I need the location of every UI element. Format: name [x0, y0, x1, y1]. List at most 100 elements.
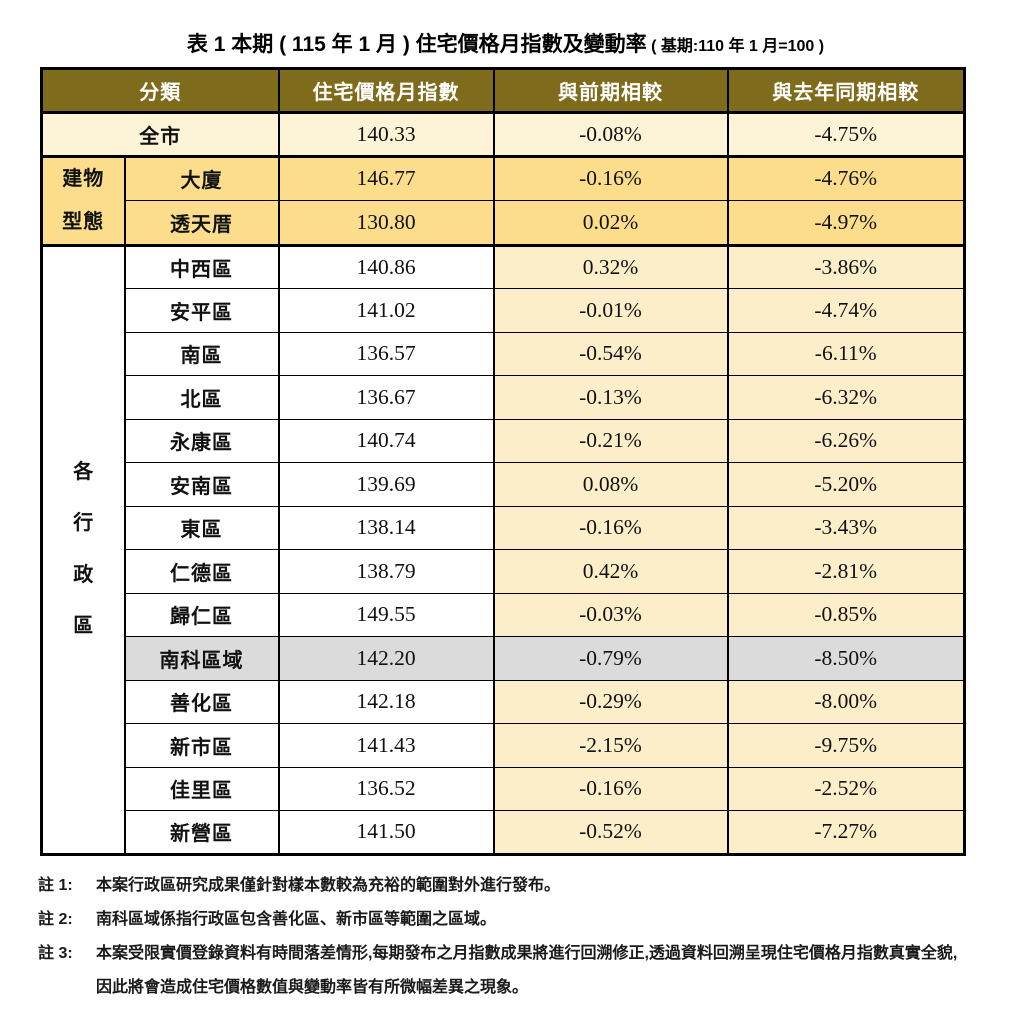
footnote-1: 註 1: 本案行政區研究成果僅針對樣本數較為充裕的範圍對外進行發布。 [38, 869, 968, 903]
cell-category: 南科區域 [123, 636, 280, 681]
cell-mom-value: 0.32% [492, 243, 729, 289]
table-row-nanke-region: 南科區域 142.20 -0.79% -8.50% [42, 636, 966, 681]
group-label-admin-districts: 各 行 政 區 [40, 243, 126, 855]
cell-yoy-value: -7.27% [726, 810, 966, 855]
table-row: 新市區 141.43 -2.15% -9.75% [42, 723, 966, 768]
table-row: 東區 138.14 -0.16% -3.43% [42, 505, 966, 550]
cell-category: 北區 [123, 375, 280, 420]
footnote-label: 註 1: [38, 876, 73, 894]
cell-index-value: 139.69 [277, 462, 495, 507]
cell-yoy-value: -0.85% [726, 592, 966, 637]
cell-category: 透天厝 [123, 200, 280, 246]
cell-category: 佳里區 [123, 766, 280, 811]
cell-category: 安平區 [123, 288, 280, 333]
cell-yoy-value: -4.75% [726, 111, 966, 157]
table-row: 透天厝 130.80 0.02% -4.97% [42, 200, 966, 246]
table-row: 南區 136.57 -0.54% -6.11% [42, 331, 966, 376]
cell-yoy-value: -4.76% [726, 154, 966, 201]
table-row: 安平區 141.02 -0.01% -4.74% [42, 288, 966, 333]
footnote-text: 本案受限實價登錄資料有時間落差情形,每期發布之月指數成果將進行回溯修正,透過資料… [96, 944, 958, 996]
footnote-2: 註 2: 南科區域係指行政區包含善化區、新市區等範圍之區域。 [38, 903, 968, 937]
table-title: 表 1 本期 ( 115 年 1 月 ) 住宅價格月指數及變動率 [186, 33, 647, 56]
table-row: 善化區 142.18 -0.29% -8.00% [42, 679, 966, 724]
cell-mom-value: -0.16% [492, 505, 729, 550]
cell-mom-value: -0.16% [492, 154, 729, 201]
table-row: 建物 型態 大廈 146.77 -0.16% -4.76% [40, 154, 966, 246]
cell-category: 南區 [123, 331, 280, 376]
cell-yoy-value: -2.81% [726, 549, 966, 594]
cell-category: 歸仁區 [123, 592, 280, 637]
cell-mom-value: -2.15% [492, 723, 729, 768]
table-row: 新營區 141.50 -0.52% -7.27% [42, 810, 966, 855]
cell-mom-value: 0.02% [492, 200, 729, 246]
cell-category: 永康區 [123, 418, 280, 463]
table-row: 安南區 139.69 0.08% -5.20% [42, 462, 966, 507]
table-title-base-period: ( 基期:110 年 1 月=100 ) [646, 38, 825, 55]
cell-category: 新市區 [123, 723, 280, 768]
cell-index-value: 141.43 [277, 723, 495, 768]
cell-mom-value: -0.52% [492, 810, 729, 855]
cell-index-value: 136.67 [277, 375, 495, 420]
table-row: 永康區 140.74 -0.21% -6.26% [42, 418, 966, 463]
header-yoy: 與去年同期相較 [726, 68, 966, 113]
page-title: 表 1 本期 ( 115 年 1 月 ) 住宅價格月指數及變動率 ( 基期:11… [0, 0, 1011, 58]
table-row: 各 行 政 區 中西區 140.86 0.32% -3.86% [40, 243, 966, 855]
table-row: 佳里區 136.52 -0.16% -2.52% [42, 766, 966, 811]
footnote-label: 註 2: [38, 910, 73, 928]
cell-index-value: 141.50 [277, 810, 495, 855]
cell-yoy-value: -2.52% [726, 766, 966, 811]
footnote-3: 註 3: 本案受限實價登錄資料有時間落差情形,每期發布之月指數成果將進行回溯修正… [38, 937, 968, 1005]
header-category: 分類 [40, 68, 280, 113]
cell-yoy-value: -6.11% [726, 331, 966, 376]
table-row: 仁德區 138.79 0.42% -2.81% [42, 549, 966, 594]
cell-category: 仁德區 [123, 549, 280, 594]
table-row: 北區 136.67 -0.13% -6.32% [42, 375, 966, 420]
cell-mom-value: -0.54% [492, 331, 729, 376]
cell-index-value: 149.55 [277, 592, 495, 637]
cell-index-value: 140.74 [277, 418, 495, 463]
footnote-label: 註 3: [38, 944, 73, 962]
cell-category: 東區 [123, 505, 280, 550]
cell-index-value: 130.80 [277, 200, 495, 246]
cell-yoy-value: -3.43% [726, 505, 966, 550]
cell-yoy-value: -6.32% [726, 375, 966, 420]
cell-index-value: 142.20 [277, 636, 495, 681]
cell-yoy-value: -4.74% [726, 288, 966, 333]
cell-mom-value: -0.03% [492, 592, 729, 637]
cell-category: 善化區 [123, 679, 280, 724]
cell-index-value: 142.18 [277, 679, 495, 724]
cell-mom-value: -0.21% [492, 418, 729, 463]
cell-mom-value: -0.79% [492, 636, 729, 681]
cell-yoy-value: -8.00% [726, 679, 966, 724]
table-header-row: 分類 住宅價格月指數 與前期相較 與去年同期相較 [40, 68, 966, 113]
header-index: 住宅價格月指數 [277, 68, 495, 113]
cell-index-value: 140.33 [277, 111, 495, 157]
cell-mom-value: 0.08% [492, 462, 729, 507]
footnotes: 註 1: 本案行政區研究成果僅針對樣本數較為充裕的範圍對外進行發布。 註 2: … [38, 869, 968, 1005]
cell-category: 大廈 [123, 154, 280, 201]
cell-index-value: 136.52 [277, 766, 495, 811]
cell-yoy-value: -3.86% [726, 243, 966, 289]
table-row: 歸仁區 149.55 -0.03% -0.85% [42, 592, 966, 637]
cell-mom-value: -0.29% [492, 679, 729, 724]
cell-category: 新營區 [123, 810, 280, 855]
cell-yoy-value: -9.75% [726, 723, 966, 768]
housing-price-index-table: 分類 住宅價格月指數 與前期相較 與去年同期相較 全市 140.33 -0.08… [40, 67, 966, 856]
table-row: 全市 140.33 -0.08% -4.75% [40, 111, 966, 157]
cell-mom-value: -0.08% [492, 111, 729, 157]
footnote-text: 本案行政區研究成果僅針對樣本數較為充裕的範圍對外進行發布。 [96, 876, 561, 894]
cell-index-value: 140.86 [277, 243, 495, 289]
cell-mom-value: -0.16% [492, 766, 729, 811]
cell-mom-value: -0.01% [492, 288, 729, 333]
cell-yoy-value: -4.97% [726, 200, 966, 246]
cell-index-value: 138.79 [277, 549, 495, 594]
cell-index-value: 146.77 [277, 154, 495, 201]
cell-category: 全市 [40, 111, 280, 157]
cell-mom-value: -0.13% [492, 375, 729, 420]
cell-yoy-value: -6.26% [726, 418, 966, 463]
cell-category: 安南區 [123, 462, 280, 507]
cell-yoy-value: -5.20% [726, 462, 966, 507]
cell-index-value: 141.02 [277, 288, 495, 333]
cell-yoy-value: -8.50% [726, 636, 966, 681]
cell-category: 中西區 [123, 243, 280, 289]
